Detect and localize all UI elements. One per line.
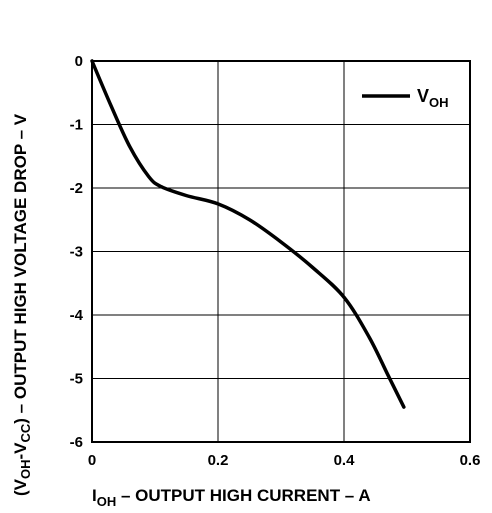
y-tick-label: -3 — [70, 244, 83, 261]
series-line-voh — [90, 59, 406, 409]
grid — [91, 60, 471, 443]
tick-labels: 0 0.2 0.4 0.6 0 -1 -2 -3 -4 -5 -6 — [70, 53, 481, 469]
x-tick-label: 0.6 — [460, 452, 481, 469]
y-tick-label: -4 — [70, 307, 84, 324]
legend: VOH — [362, 86, 449, 110]
x-axis-title: IOH – OUTPUT HIGH CURRENT – A — [92, 486, 371, 509]
y-axis-title: (VOH-VCC) – OUTPUT HIGH VOLTAGE DROP – V — [11, 113, 33, 496]
x-tick-label: 0 — [88, 452, 96, 469]
legend-label: VOH — [417, 86, 449, 110]
x-tick-label: 0.2 — [208, 452, 229, 469]
x-tick-label: 0.4 — [334, 452, 356, 469]
y-tick-label: -5 — [70, 371, 83, 388]
y-tick-label: -1 — [70, 117, 83, 134]
y-tick-label: -6 — [70, 434, 83, 451]
y-tick-label: -2 — [70, 180, 83, 197]
plot-frame — [91, 60, 471, 443]
y-tick-label: 0 — [75, 53, 83, 70]
